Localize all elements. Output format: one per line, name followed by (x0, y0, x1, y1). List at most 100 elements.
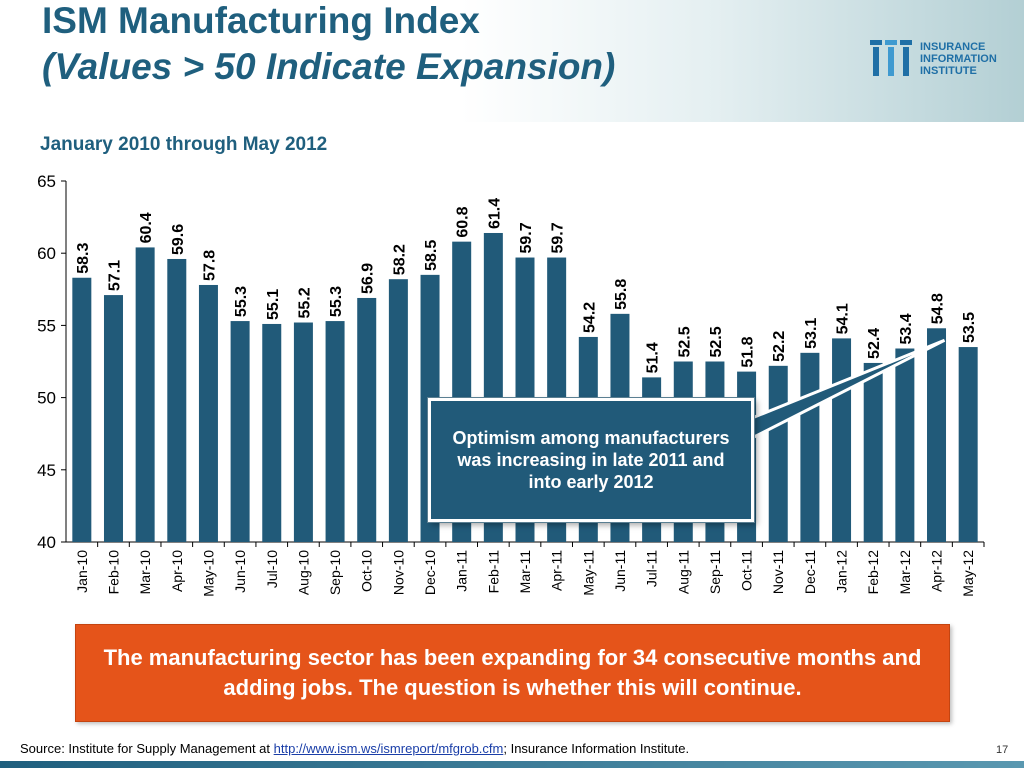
y-tick-label: 45 (37, 461, 56, 480)
data-label: 54.2 (581, 302, 598, 333)
source-note: Source: Institute for Supply Management … (20, 741, 689, 756)
data-label: 51.4 (645, 342, 662, 373)
x-tick-label: Apr-11 (549, 550, 565, 591)
footer-band (0, 761, 1024, 768)
bar (72, 277, 92, 542)
x-tick-label: Dec-11 (802, 550, 818, 594)
x-tick-label: Mar-12 (897, 550, 913, 595)
y-tick-label: 40 (37, 533, 56, 552)
data-label: 53.1 (803, 318, 820, 349)
data-label: 55.2 (296, 287, 313, 318)
x-tick-label: May-11 (580, 550, 596, 596)
optimism-callout: Optimism among manufacturers was increas… (428, 398, 754, 522)
x-tick-label: Nov-10 (390, 550, 406, 595)
logo-line-2: INFORMATION (920, 53, 997, 65)
data-label: 52.5 (676, 326, 693, 357)
data-label: 54.1 (835, 303, 852, 334)
page-title: ISM Manufacturing Index (42, 0, 480, 41)
x-tick-label: Dec-10 (422, 550, 438, 595)
y-tick-label: 50 (37, 389, 56, 408)
bar (800, 352, 820, 542)
logo-line-1: INSURANCE (920, 41, 986, 53)
x-tick-label: Oct-11 (739, 550, 755, 591)
data-label: 57.8 (201, 250, 218, 281)
bar (293, 322, 313, 542)
iii-logo-icon (870, 40, 912, 76)
bar (863, 362, 883, 542)
insurance-information-institute-logo: INSURANCE INFORMATION INSTITUTE (868, 38, 1018, 84)
expansion-banner: The manufacturing sector has been expand… (75, 624, 950, 722)
x-tick-label: Aug-10 (295, 550, 311, 595)
data-label: 60.4 (138, 212, 155, 243)
x-tick-label: Aug-11 (675, 550, 691, 594)
data-label: 55.8 (613, 279, 630, 310)
data-label: 55.1 (265, 289, 282, 320)
data-label: 60.8 (455, 206, 472, 237)
data-label: 59.6 (170, 224, 187, 255)
bar (135, 247, 155, 542)
x-tick-label: Nov-11 (770, 550, 786, 594)
y-tick-label: 60 (37, 244, 56, 263)
bar (895, 348, 915, 542)
data-label: 59.7 (550, 222, 567, 253)
x-tick-label: Feb-12 (865, 550, 881, 595)
data-label: 52.5 (708, 326, 725, 357)
logo-wordmark: INSURANCE INFORMATION INSTITUTE (920, 41, 997, 77)
bar (167, 258, 187, 542)
data-label: 52.4 (866, 328, 883, 359)
x-tick-label: Sep-10 (327, 550, 343, 595)
data-label: 57.1 (106, 260, 123, 291)
data-label: 52.2 (771, 331, 788, 362)
source-prefix: Source: Institute for Supply Management … (20, 741, 274, 756)
bar (230, 321, 250, 542)
x-tick-label: Sep-11 (707, 550, 723, 594)
x-tick-label: Jan-10 (74, 550, 90, 593)
x-tick-label: May-10 (200, 550, 216, 597)
data-label: 53.5 (961, 312, 978, 343)
data-label: 59.7 (518, 222, 535, 253)
source-link[interactable]: http://www.ism.ws/ismreport/mfgrob.cfm (273, 741, 504, 756)
x-tick-label: May-12 (960, 550, 976, 597)
bar (768, 365, 788, 542)
data-label: 53.4 (898, 313, 915, 344)
x-tick-label: Jul-10 (264, 550, 280, 588)
x-tick-label: Mar-11 (517, 550, 533, 594)
data-label: 58.3 (75, 243, 92, 274)
x-tick-label: Jan-11 (454, 550, 470, 592)
bar (832, 338, 852, 542)
bar (262, 323, 282, 542)
x-tick-label: Oct-10 (359, 550, 375, 592)
bar (357, 297, 377, 542)
logo-line-3: INSTITUTE (920, 65, 977, 77)
bar (198, 284, 218, 542)
data-label: 58.5 (423, 240, 440, 271)
x-tick-label: Feb-11 (485, 550, 501, 594)
data-label: 55.3 (233, 286, 250, 317)
data-label: 55.3 (328, 286, 345, 317)
bar (958, 347, 978, 542)
header-band (0, 0, 1024, 122)
source-suffix: ; Insurance Information Institute. (503, 741, 690, 756)
x-tick-label: Feb-10 (105, 550, 121, 595)
x-tick-label: Mar-10 (137, 550, 153, 595)
bar (927, 328, 947, 542)
bar (103, 295, 123, 542)
page-number: 17 (996, 744, 1009, 756)
x-tick-label: Jul-11 (644, 550, 660, 587)
bar (325, 321, 345, 542)
data-label: 56.9 (360, 263, 377, 294)
x-tick-label: Apr-12 (929, 550, 945, 592)
data-label: 51.8 (740, 336, 757, 367)
ism-bar-chart: 40 45 50 55 60 65 Jan-10 58.3 Feb-10 57.1 Mar-10 60… (37, 172, 985, 597)
y-tick-label: 55 (37, 316, 56, 335)
x-tick-label: Jun-10 (232, 550, 248, 593)
data-label: 58.2 (391, 244, 408, 275)
x-tick-label: Apr-10 (169, 550, 185, 592)
data-label: 54.8 (930, 293, 947, 324)
y-tick-label: 65 (37, 172, 56, 191)
date-range-label: January 2010 through May 2012 (40, 134, 328, 155)
x-tick-label: Jun-11 (612, 550, 628, 592)
bar (388, 279, 408, 542)
x-tick-label: Jan-12 (834, 550, 850, 593)
page-subtitle: (Values > 50 Indicate Expansion) (42, 46, 616, 87)
